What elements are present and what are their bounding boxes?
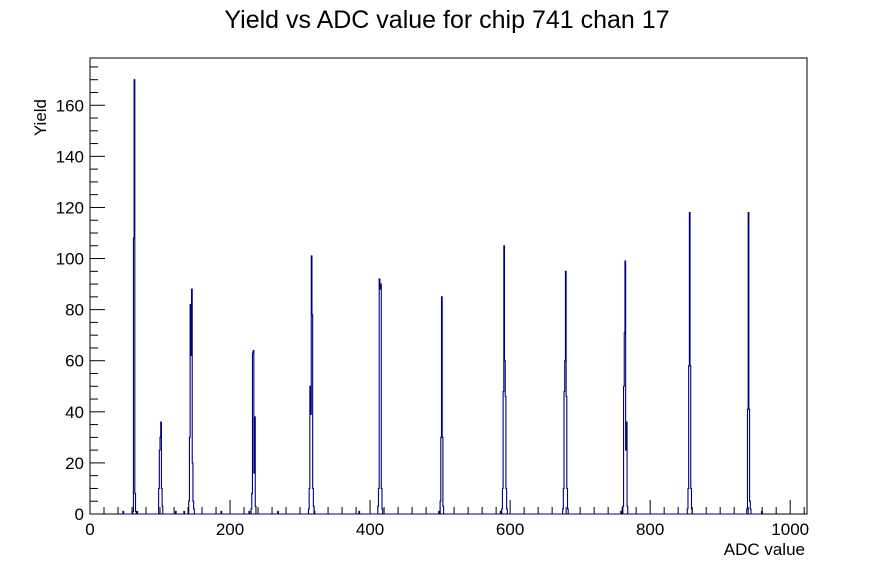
x-tick-label: 400 xyxy=(356,520,384,539)
x-tick-label: 800 xyxy=(636,520,664,539)
y-tick-label: 160 xyxy=(56,96,84,115)
y-tick-label: 40 xyxy=(65,403,84,422)
x-tick-label: 0 xyxy=(85,520,94,539)
chart-title: Yield vs ADC value for chip 741 chan 17 xyxy=(224,6,669,34)
y-tick-label: 100 xyxy=(56,250,84,269)
y-tick-label: 60 xyxy=(65,352,84,371)
x-tick-label: 1000 xyxy=(771,520,809,539)
x-tick-label: 200 xyxy=(216,520,244,539)
y-tick-label: 80 xyxy=(65,301,84,320)
y-tick-label: 140 xyxy=(56,147,84,166)
histogram-bars xyxy=(122,79,763,515)
x-axis-label: ADC value xyxy=(724,540,805,559)
y-tick-label: 120 xyxy=(56,198,84,217)
histogram-line xyxy=(122,79,763,515)
y-tick-label: 20 xyxy=(65,454,84,473)
y-axis-label: Yield xyxy=(31,99,50,136)
x-tick-label: 600 xyxy=(496,520,524,539)
plot-frame xyxy=(89,57,808,515)
y-tick-label: 0 xyxy=(75,505,84,524)
x-axis: 0 200 400 600 800 1000 xyxy=(85,500,809,539)
y-axis: 0 20 40 60 80 100 120 140 160 xyxy=(56,66,105,524)
